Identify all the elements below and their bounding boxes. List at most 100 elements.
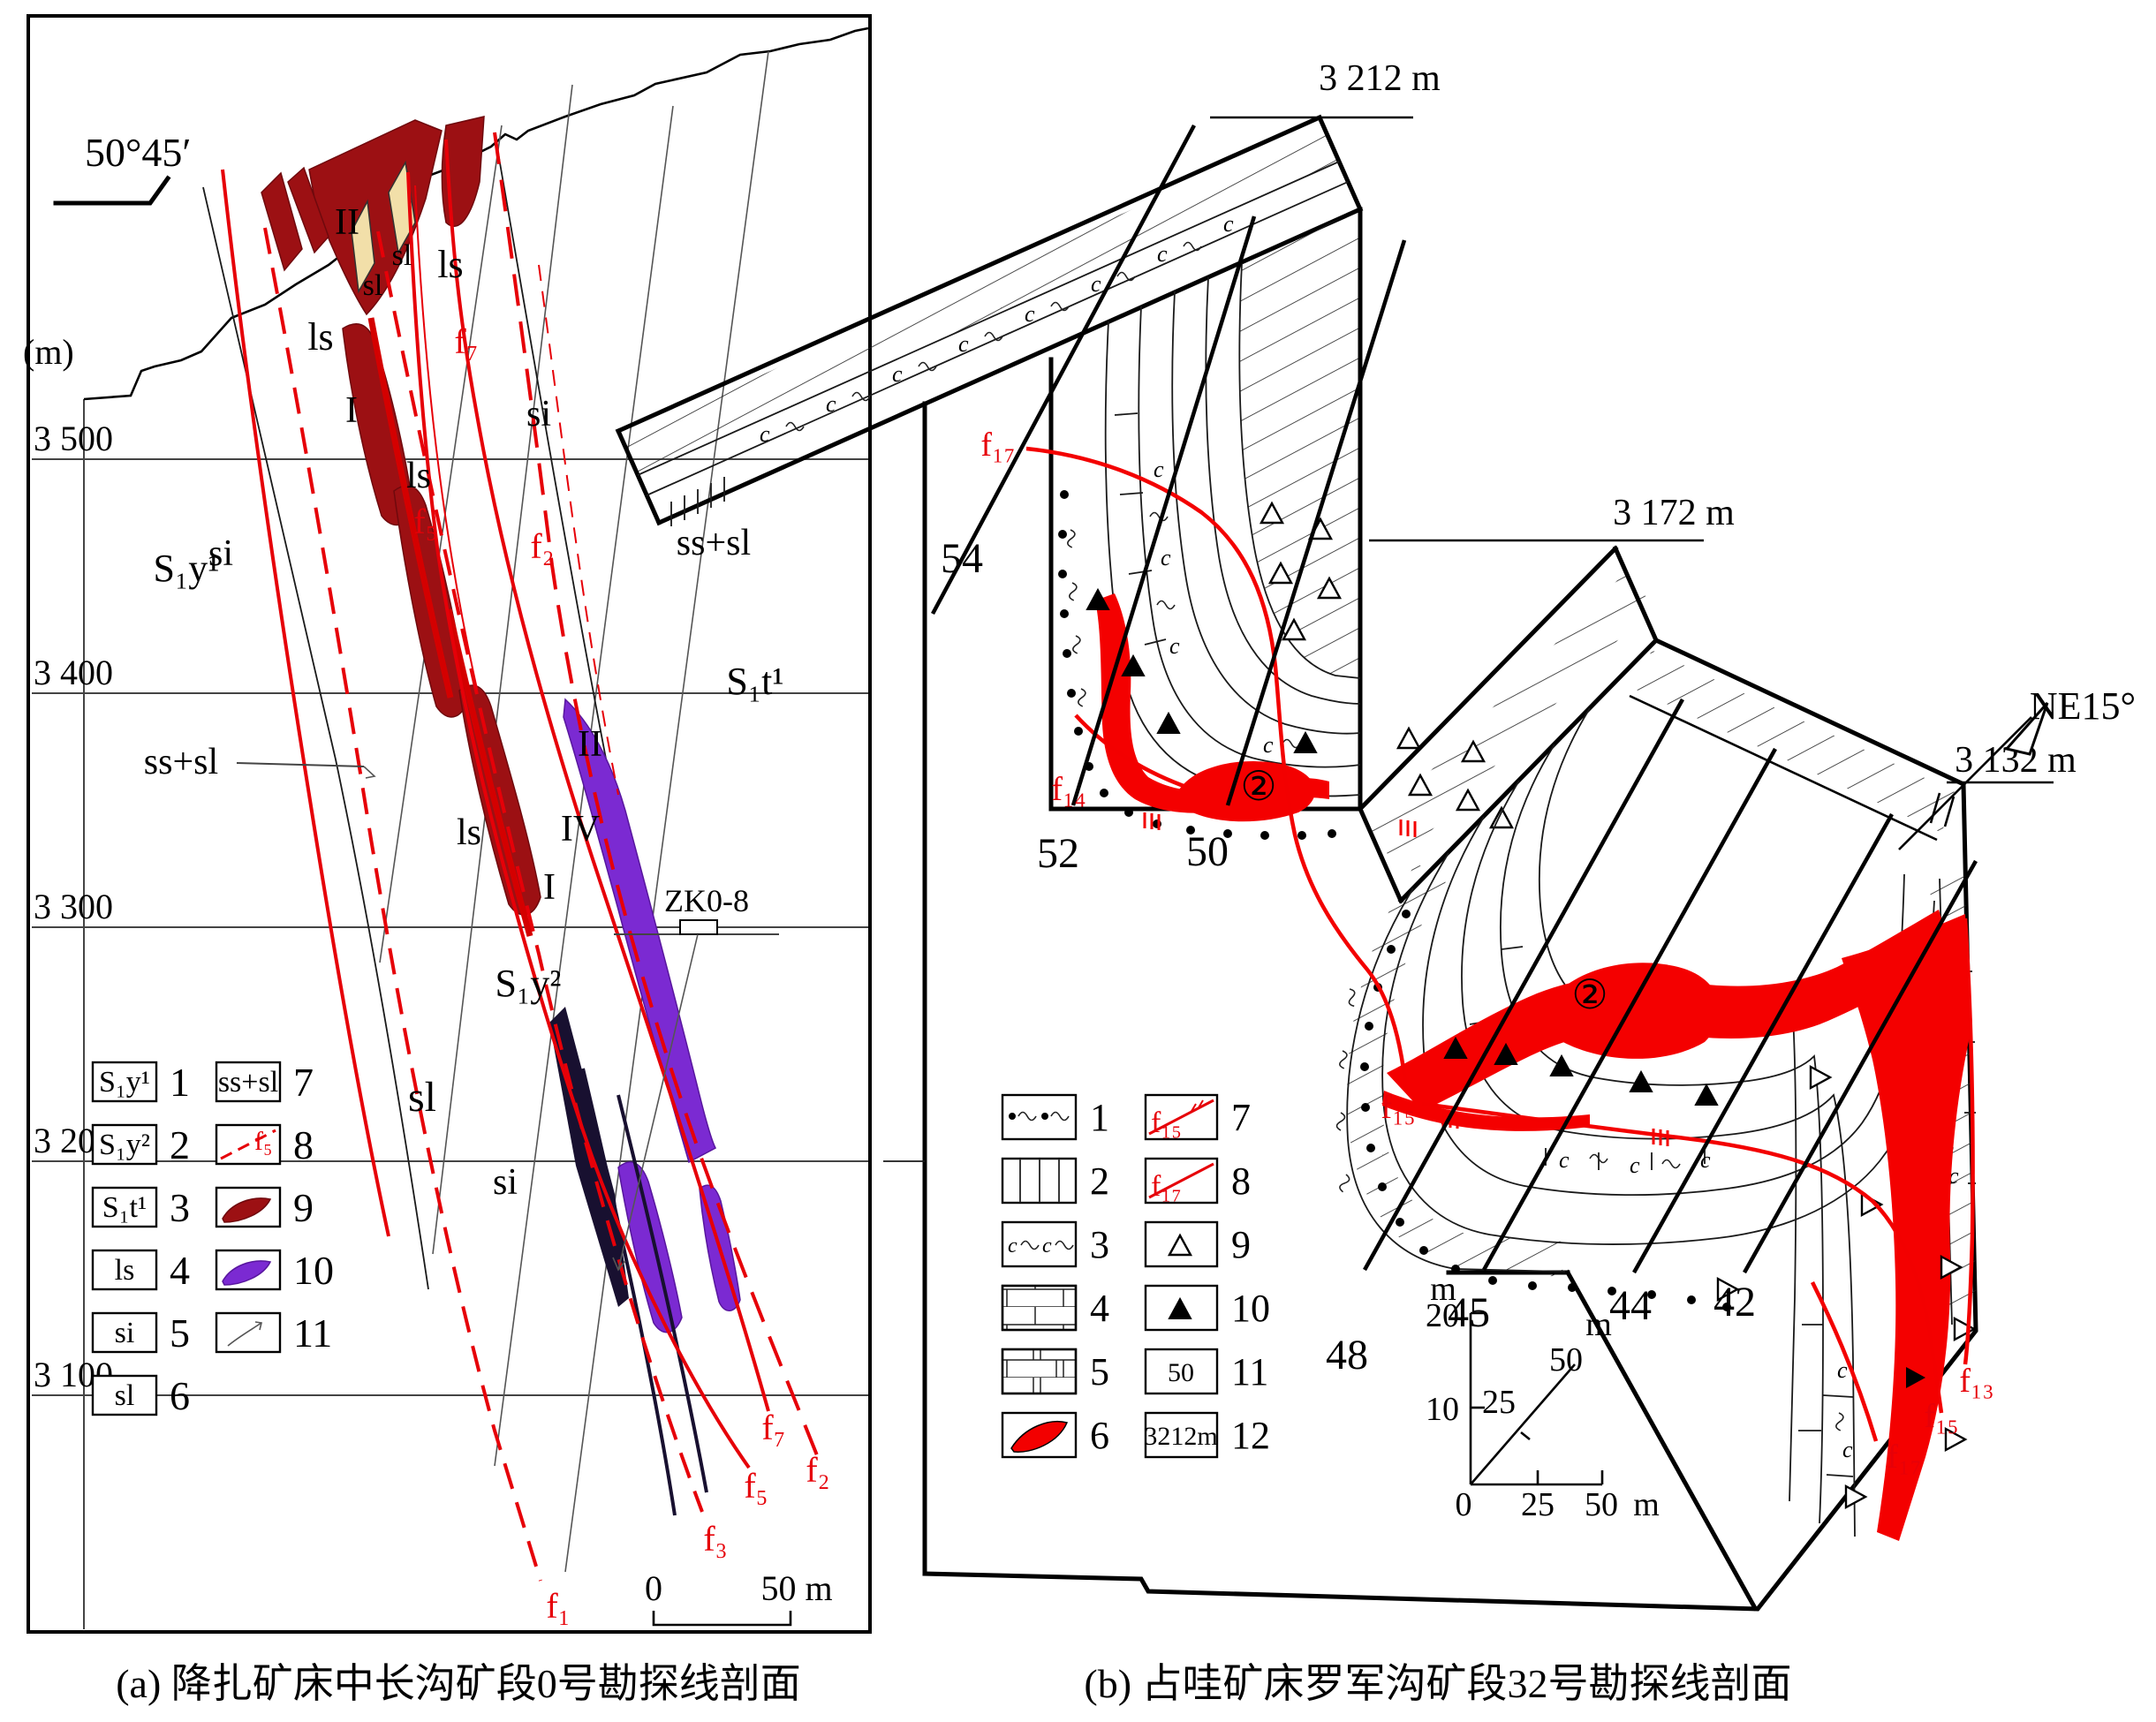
scale-b-h25: 25 xyxy=(1521,1486,1555,1523)
elev-3500: 3 500 xyxy=(34,419,113,458)
bearing-label: 50°45′ xyxy=(85,130,191,175)
legend-b-num-8: 8 xyxy=(1231,1159,1251,1203)
legend-a-num-8: 8 xyxy=(293,1122,314,1167)
face3-ore-chute xyxy=(1842,914,1972,1541)
fault-f7-label: f₇ xyxy=(761,1408,785,1447)
legend-b-sym-6 xyxy=(1010,1421,1069,1453)
legend-a-num-7: 7 xyxy=(293,1060,314,1105)
label-ls-2: ls xyxy=(437,243,463,286)
label-ss-sl-left: ss+sl xyxy=(144,742,218,782)
fault-f5-label: f₅ xyxy=(744,1466,768,1506)
scalebar-a xyxy=(652,1611,792,1627)
elev-3400: 3 400 xyxy=(34,653,113,692)
svg-text:c: c xyxy=(1263,732,1274,758)
legend-b-sym-7: f₁₅ xyxy=(1148,1099,1214,1139)
drillhole-zk0-8 xyxy=(612,919,779,1272)
scale-b-unit-h: m xyxy=(1633,1486,1660,1523)
legend-a-num-4: 4 xyxy=(170,1248,190,1293)
face1-c-band: c c c c xyxy=(1149,457,1301,758)
fault-f15-curve xyxy=(1421,1101,1944,1414)
orebody-I-mid: I xyxy=(543,867,556,908)
label-ls-3: ls xyxy=(406,456,431,496)
elev-3212: 3 212 m xyxy=(1319,58,1441,99)
bearing-arrow xyxy=(53,175,171,206)
legend-a-sym-7: ss+sl xyxy=(218,1066,278,1099)
label-s1y2: S₁y² xyxy=(495,962,561,1005)
fault-f13-label: f₁₃ xyxy=(1959,1363,1993,1400)
face2-dotted-boundary xyxy=(1360,910,1731,1311)
legend-b-num-3: 3 xyxy=(1090,1223,1109,1266)
label-s1t1: S₁t¹ xyxy=(726,660,783,703)
legend-b-num-10: 10 xyxy=(1231,1287,1270,1330)
legend-b-num-6: 6 xyxy=(1090,1414,1109,1457)
legend-a-num-9: 9 xyxy=(293,1185,314,1230)
face1-ore-bulge xyxy=(1175,760,1315,822)
fault-f13-curve xyxy=(1963,918,1975,1365)
svg-text:c: c xyxy=(1559,1147,1570,1173)
orebody-no-face2: ② xyxy=(1571,972,1608,1017)
scale-b-unit-d: m xyxy=(1585,1306,1612,1343)
label-sl-3: sl xyxy=(408,1074,436,1121)
svg-text:c: c xyxy=(826,391,836,417)
legend-b-sym-1 xyxy=(1009,1111,1070,1122)
svg-text:c: c xyxy=(1169,633,1180,659)
svg-text:c: c xyxy=(1008,1235,1017,1258)
svg-text:c: c xyxy=(1025,301,1035,327)
legend-b-num-4: 4 xyxy=(1090,1287,1109,1330)
scale-b-unit-v: m xyxy=(1430,1271,1456,1308)
fault-f17-curve xyxy=(1025,446,1409,1091)
legend-a-num-10: 10 xyxy=(293,1248,334,1293)
section-face-2: c c c c c c c c c xyxy=(1335,707,1977,1612)
fault-f1-line xyxy=(263,227,542,1582)
legend-b-num-7: 7 xyxy=(1231,1096,1251,1139)
line-44: 44 xyxy=(1609,1282,1652,1329)
legend-a-num-1: 1 xyxy=(170,1060,190,1105)
svg-text:c: c xyxy=(760,421,770,447)
svg-text:c: c xyxy=(1161,545,1171,570)
fault-f15-label: f₁₅ xyxy=(1381,1089,1415,1126)
block1-topface-c-band: c c c c c c c c xyxy=(760,211,1234,447)
svg-text:c: c xyxy=(1842,1437,1853,1462)
scale-b-h50: 50 xyxy=(1585,1486,1618,1523)
svg-text:f₁₅: f₁₅ xyxy=(1151,1106,1182,1139)
fault-f17b-curve xyxy=(1810,1280,1879,1442)
fault-f7-label-top: f₇ xyxy=(454,321,478,361)
legend-b: c c f₁₅ f₁₇ 50 3212m 1 2 3 4 5 6 7 8 9 1… xyxy=(1001,1093,1270,1459)
fault-f5-label-top: f₅ xyxy=(413,502,437,541)
scale-b-10: 10 xyxy=(1426,1391,1459,1428)
legend-a-sym-3: S₁t¹ xyxy=(102,1191,147,1224)
label-s1y1: S₁y¹ xyxy=(153,547,219,590)
legend-a-arrow-icon xyxy=(227,1321,262,1347)
legend-b-sym-11: 50 xyxy=(1168,1358,1194,1387)
fault-f2-label-top: f₂ xyxy=(530,526,554,566)
legend-b-num-12: 12 xyxy=(1231,1414,1270,1457)
label-sl-2: sl xyxy=(392,239,412,272)
legend-b-sym-8: f₁₇ xyxy=(1148,1162,1214,1203)
panel-a: 3 500 3 400 3 300 3 200 3 100 (m) 50°45′ xyxy=(23,14,872,1634)
legend-b-num-1: 1 xyxy=(1090,1096,1109,1139)
caption-a: (a) 降扎矿床中长沟矿段0号勘探线剖面 xyxy=(116,1661,801,1706)
panel-a-border xyxy=(26,14,872,1634)
svg-text:c: c xyxy=(1837,1357,1848,1383)
legend-b-sym-3: c c xyxy=(1008,1235,1074,1258)
svg-text:c: c xyxy=(1223,211,1234,237)
legend-b-sym-12: 3212m xyxy=(1144,1422,1217,1451)
orebody-II-top: II xyxy=(335,202,359,243)
north-label: NE15° xyxy=(2030,684,2136,728)
label-si-1: si xyxy=(208,533,233,574)
svg-text:c: c xyxy=(1042,1235,1052,1258)
legend-b-sym-2 xyxy=(1002,1159,1076,1203)
svg-text:c: c xyxy=(958,331,969,357)
fault-f1-label: f₁ xyxy=(546,1586,570,1626)
legend-a-purple-lens xyxy=(222,1260,272,1286)
fault-f17b-label: f₁₇ xyxy=(1887,1439,1921,1476)
block3-step-band xyxy=(1629,637,1967,842)
legend-b-num-2: 2 xyxy=(1090,1159,1109,1203)
legend-a-sym-8: f₅ xyxy=(254,1127,272,1156)
orebody-II-mid: II xyxy=(578,724,602,765)
fault-curves-b xyxy=(1025,446,1975,1442)
legend-a-sym-5: si xyxy=(115,1317,135,1349)
fault-f3-label: f₃ xyxy=(703,1519,727,1559)
